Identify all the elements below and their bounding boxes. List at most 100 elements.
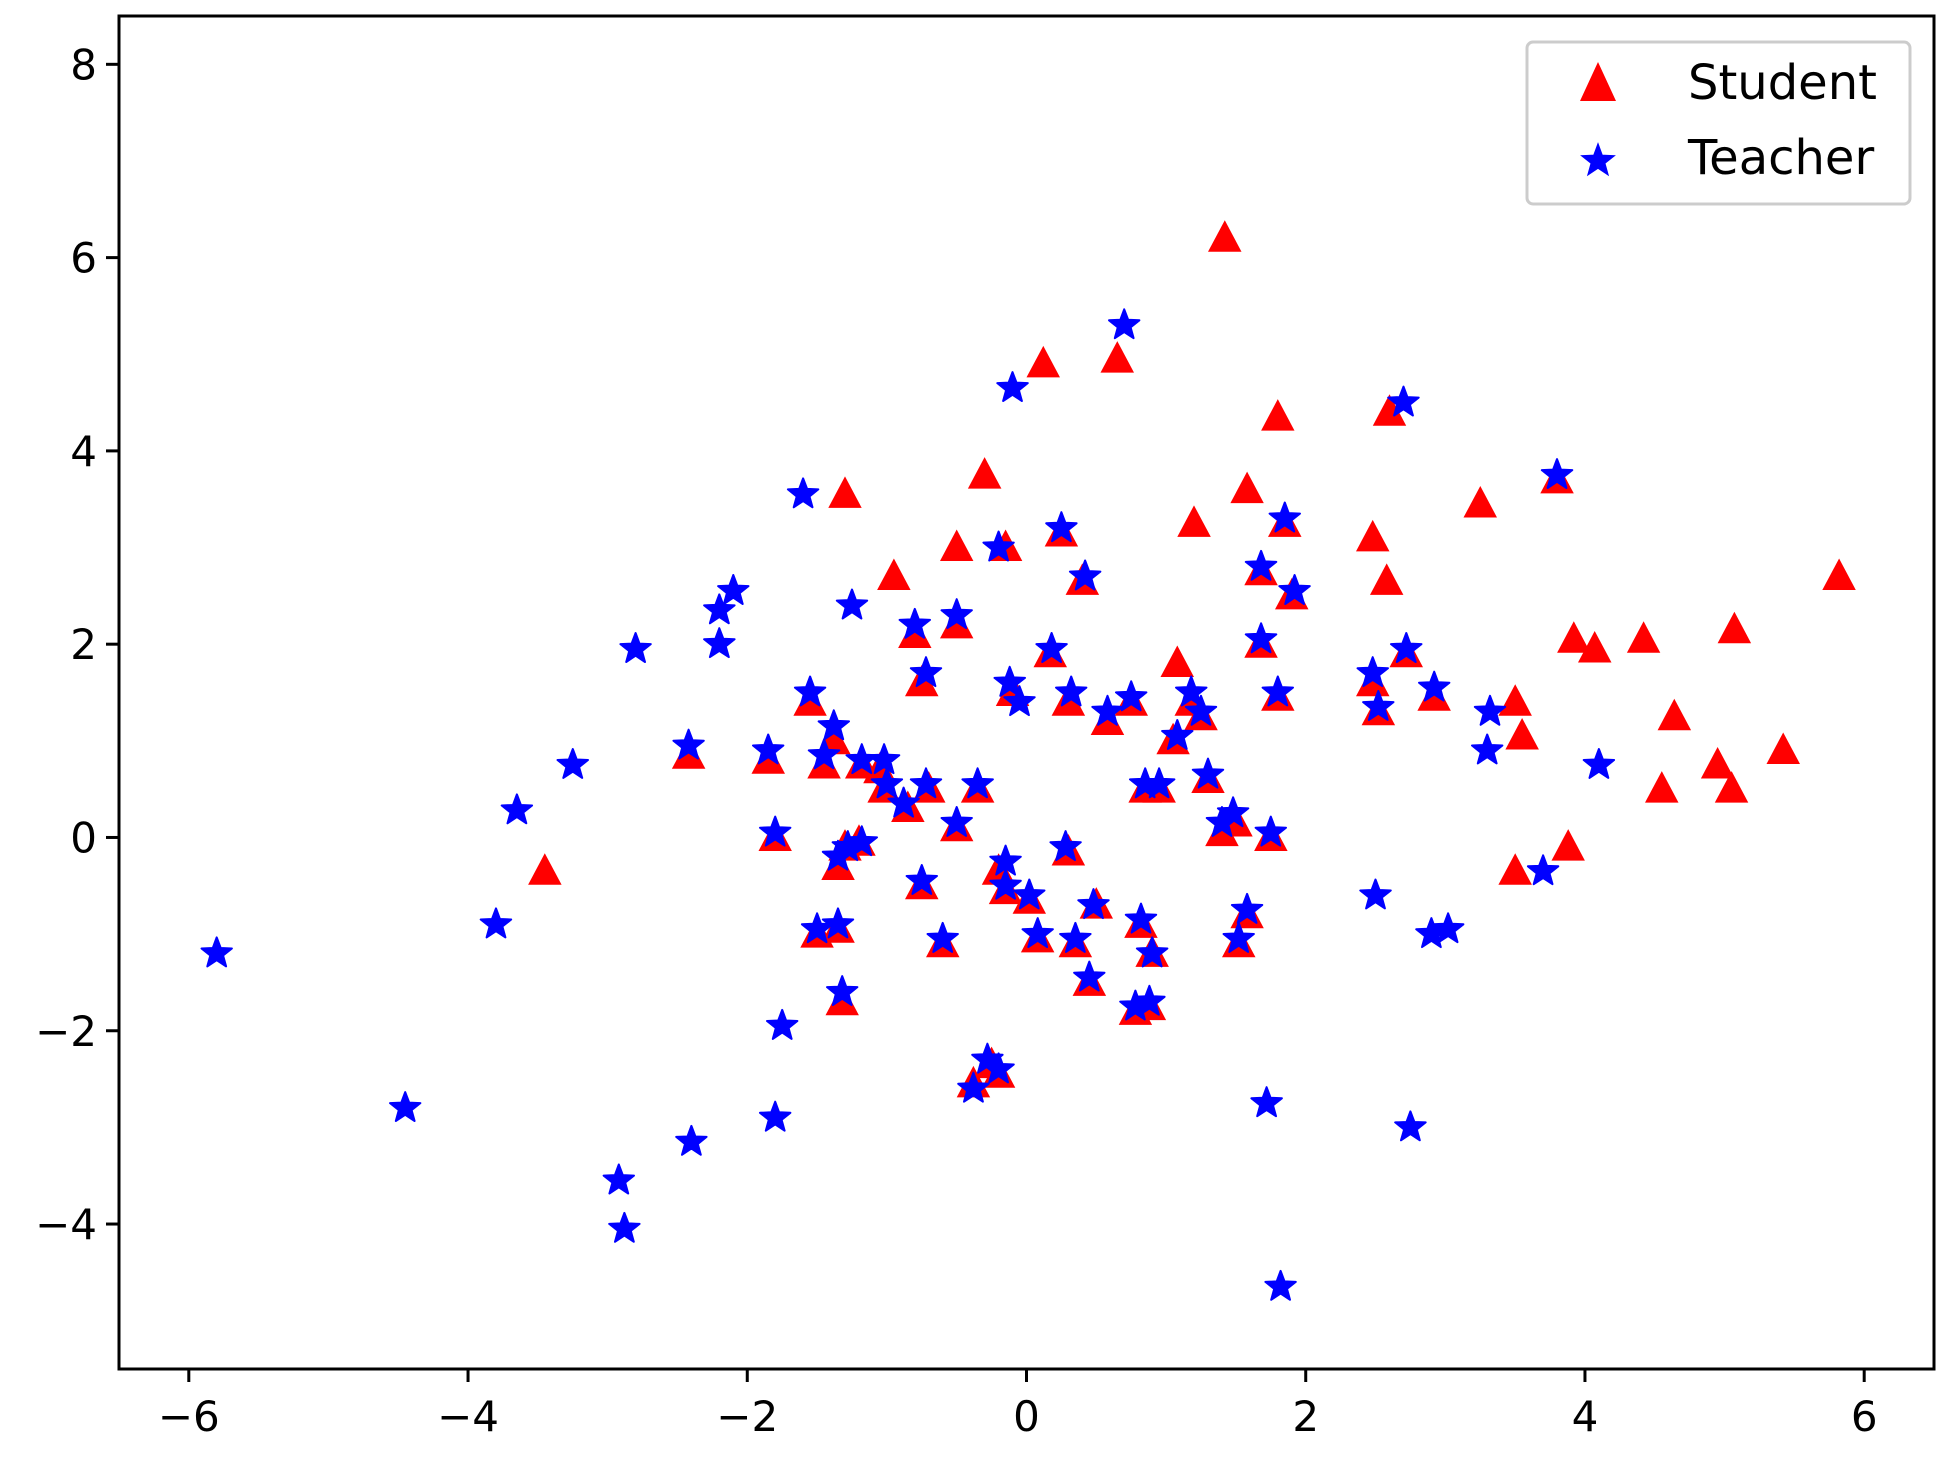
plot-frame: [117, 14, 1936, 1371]
teacher-point: [752, 733, 785, 765]
teacher-point: [1142, 767, 1176, 799]
teacher-point: [1003, 685, 1036, 717]
teacher-point: [909, 767, 943, 799]
legend: Student Teacher: [1525, 40, 1912, 206]
teacher-point: [1540, 458, 1574, 489]
teacher-point: [887, 786, 920, 818]
student-point: [1230, 471, 1264, 504]
teacher-point: [759, 815, 792, 847]
student-point: [1177, 505, 1211, 537]
teacher-point: [1390, 632, 1423, 663]
student-point: [1026, 345, 1060, 378]
student-point: [1463, 486, 1497, 518]
teacher-point: [1049, 830, 1082, 862]
student-point: [1578, 631, 1612, 663]
y-tick-label: 8: [70, 40, 97, 89]
teacher-point: [1222, 921, 1255, 953]
teacher-point: [479, 907, 513, 939]
legend-triangle-icon: [1580, 62, 1616, 101]
teacher-point: [1244, 622, 1278, 654]
student-point: [967, 457, 1002, 489]
teacher-point: [766, 1008, 799, 1040]
student-point: [1160, 645, 1194, 677]
legend-label-student: Student: [1688, 55, 1877, 111]
teacher-point: [1264, 1269, 1297, 1301]
teacher-point: [619, 632, 652, 663]
y-tick-label: −4: [35, 1200, 97, 1249]
student-point: [1100, 341, 1134, 373]
teacher-point: [940, 598, 973, 630]
teacher-point: [1055, 675, 1088, 707]
student-point: [1372, 394, 1407, 426]
teacher-point: [870, 767, 904, 799]
y-tick-label: 2: [70, 620, 97, 669]
teacher-point: [1035, 632, 1068, 663]
y-tick-label: 6: [70, 234, 97, 283]
teacher-point: [1359, 878, 1392, 910]
y-tick-label: 4: [70, 427, 97, 476]
teacher-point: [1244, 549, 1278, 581]
teacher-point: [389, 1091, 422, 1122]
teacher-point: [602, 1163, 635, 1195]
x-axis: −6 −4 −2 0 2 4 6: [158, 1369, 1878, 1441]
teacher-point: [1268, 501, 1301, 533]
teacher-point: [1045, 511, 1078, 543]
teacher-point: [608, 1211, 641, 1243]
teacher-point: [1278, 574, 1311, 605]
student-point: [1557, 621, 1591, 653]
student-point: [828, 476, 862, 508]
teacher-point: [898, 607, 931, 639]
x-tick-label: 0: [1013, 1392, 1040, 1441]
teacher-point: [200, 936, 233, 968]
teacher-point: [1254, 815, 1287, 847]
y-tick-label: −2: [35, 1007, 97, 1056]
teacher-point: [500, 793, 534, 825]
student-point: [1261, 399, 1295, 431]
teacher-point: [1471, 733, 1504, 765]
teacher-point: [905, 864, 938, 895]
teacher-point: [1418, 670, 1451, 702]
teacher-point: [982, 530, 1015, 562]
student-point: [1700, 747, 1735, 779]
teacher-point: [1473, 694, 1507, 726]
x-tick-label: −4: [437, 1392, 499, 1441]
teacher-point: [1068, 559, 1102, 591]
teacher-point: [1115, 680, 1148, 712]
teacher-point: [1261, 675, 1294, 707]
student-point: [1645, 771, 1679, 803]
teacher-point: [1073, 960, 1106, 992]
legend-box: [1525, 40, 1912, 206]
legend-label-teacher: Teacher: [1687, 130, 1874, 186]
teacher-point: [1362, 690, 1395, 721]
teacher-point: [703, 627, 736, 659]
student-point: [1498, 853, 1532, 885]
student-point: [1657, 698, 1692, 731]
teacher-point: [1161, 719, 1194, 750]
teacher-point: [961, 767, 994, 799]
teacher-point: [826, 975, 859, 1006]
student-point: [1370, 563, 1404, 595]
student-point: [1717, 611, 1752, 644]
teacher-point: [672, 728, 705, 760]
teacher-point: [675, 1124, 708, 1156]
student-point: [1766, 732, 1800, 764]
teacher-point: [1230, 892, 1264, 924]
teacher-point: [957, 1071, 990, 1103]
teacher-point: [867, 743, 901, 775]
student-point: [1551, 829, 1585, 861]
teacher-point: [1394, 1110, 1427, 1142]
student-point: [1714, 771, 1749, 803]
x-tick-label: −6: [158, 1392, 220, 1441]
teacher-point: [807, 738, 841, 770]
student-series: [528, 220, 1856, 1098]
teacher-point: [926, 921, 959, 953]
teacher-point: [1135, 936, 1169, 968]
teacher-point: [1124, 902, 1158, 934]
teacher-point: [1091, 694, 1124, 726]
teacher-point: [556, 748, 589, 779]
teacher-point: [703, 593, 736, 625]
student-point: [877, 558, 911, 590]
teacher-point: [1387, 385, 1420, 417]
teacher-point: [821, 907, 855, 939]
